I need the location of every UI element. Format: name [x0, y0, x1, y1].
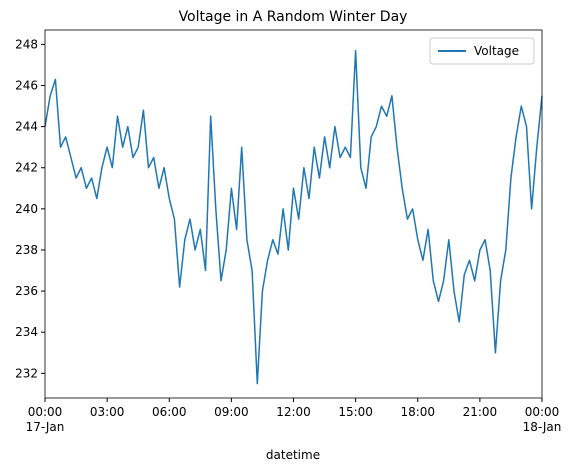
x-tick-label: 09:00 — [214, 405, 249, 419]
y-tick-label: 248 — [15, 37, 38, 51]
y-tick-label: 232 — [15, 366, 38, 380]
x-tick-label: 15:00 — [338, 405, 373, 419]
y-tick-label: 242 — [15, 161, 38, 175]
x-tick-label: 00:00 17-Jan — [26, 405, 65, 434]
line-series — [44, 49, 543, 385]
legend-box — [429, 37, 535, 65]
x-tick-label: 03:00 — [90, 405, 125, 419]
x-tick-label: 21:00 — [463, 405, 498, 419]
y-tick-label: 234 — [15, 325, 38, 339]
y-tick-label: 238 — [15, 243, 38, 257]
chart-title: Voltage in A Random Winter Day — [179, 9, 408, 25]
y-tick-label: 244 — [15, 120, 38, 134]
x-tick-label: 06:00 — [152, 405, 187, 419]
x-axis-label: datetime — [266, 448, 320, 462]
plot-frame — [44, 29, 543, 399]
x-tick-label: 00:00 18-Jan — [523, 405, 562, 434]
y-tick-label: 236 — [15, 284, 38, 298]
x-tick-label: 18:00 — [400, 405, 435, 419]
y-tick-label: 246 — [15, 79, 38, 93]
x-tick-label: 12:00 — [276, 405, 311, 419]
legend-label: Voltage — [474, 44, 519, 58]
y-tick-label: 240 — [15, 202, 38, 216]
